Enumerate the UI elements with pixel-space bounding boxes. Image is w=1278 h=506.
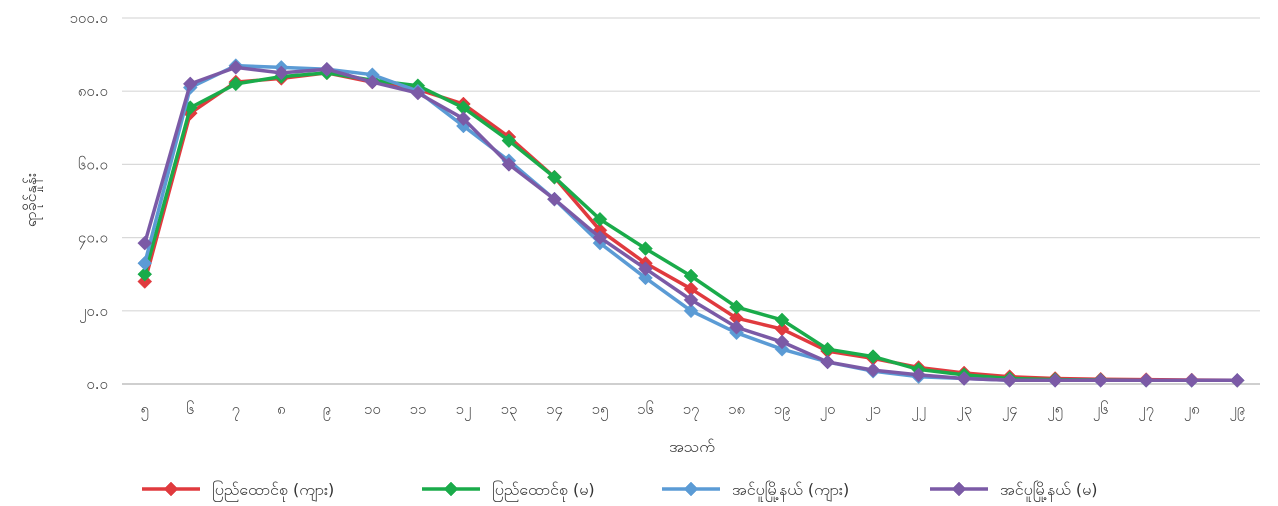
- data-point: [774, 334, 790, 350]
- data-point: [547, 191, 562, 207]
- x-tick-label: ၂၆: [1093, 400, 1109, 421]
- legend-label: အင်ပူမြို့နယ် (မ): [1000, 480, 1098, 502]
- legend-marker: [683, 481, 699, 497]
- series-4: [137, 60, 1245, 388]
- data-point: [1184, 372, 1200, 388]
- data-point: [1047, 372, 1063, 388]
- x-tick-label: ၁၀: [364, 400, 381, 418]
- data-point: [774, 312, 790, 328]
- x-tick-label: ၁၇: [683, 400, 700, 421]
- series-line: [143, 71, 1239, 383]
- data-point: [273, 65, 289, 81]
- x-tick-label: ၂၃: [956, 400, 972, 421]
- x-tick-label: ၂၀: [820, 400, 836, 421]
- x-tick-label: ၂၁: [865, 400, 881, 421]
- data-point: [683, 268, 699, 284]
- legend-marker: [443, 481, 459, 497]
- y-tick-label: ၁၀၀.၀: [69, 9, 108, 27]
- legend-label: အင်ပူမြို့နယ် (ကျား): [732, 480, 849, 502]
- x-tick-label: ၁၂: [455, 400, 471, 421]
- data-point: [137, 235, 153, 251]
- legend-item: ပြည်ထောင်စု (ကျား): [142, 480, 334, 502]
- data-point: [547, 169, 562, 185]
- x-tick-label: ၅: [141, 400, 149, 421]
- x-tick-label: ၂၉: [1229, 400, 1245, 421]
- data-point: [592, 211, 608, 227]
- data-point: [182, 76, 198, 92]
- x-tick-label: ၁၃: [500, 400, 517, 421]
- x-axis-tick-labels: ၅ ၆ ၇ ၈ ၉ ၁၀ ၁၁ ၁၂ ၁၃ ၁၄ ၁၅ ၁၆ ၁၇ ၁၈ ၁၉ ၂၀ ၂၁ ၂၂ ၂၃ ၂၄ ၂၅ ၂၆ ၂…: [141, 400, 1246, 421]
- data-point: [1138, 372, 1154, 388]
- data-point: [638, 241, 653, 256]
- data-point: [456, 111, 471, 127]
- series-lines: [137, 58, 1245, 388]
- x-tick-label: ၂၈: [1184, 400, 1200, 421]
- data-point: [956, 371, 972, 386]
- y-tick-label: ၄၀.၀: [78, 229, 108, 250]
- series-1: [137, 65, 1245, 388]
- data-point: [1229, 372, 1245, 388]
- data-point: [683, 292, 699, 308]
- series-line: [143, 71, 1239, 383]
- x-tick-label: ၉: [323, 400, 331, 421]
- data-point: [501, 133, 517, 148]
- legend-item: အင်ပူမြို့နယ် (မ): [930, 480, 1098, 502]
- data-point: [137, 255, 153, 271]
- data-point: [1002, 372, 1017, 388]
- data-point: [638, 270, 653, 286]
- data-point: [592, 230, 608, 245]
- y-tick-label: ၀.၀: [86, 375, 108, 393]
- data-point: [501, 157, 517, 172]
- x-tick-label: ၁၅: [592, 400, 609, 421]
- x-tick-label: ၂၅: [1047, 400, 1063, 421]
- x-tick-label: ၂၇: [1138, 400, 1154, 421]
- gridlines: [122, 17, 1260, 312]
- legend-label: ပြည်ထောင်စု (မ): [492, 480, 595, 502]
- x-tick-label: ၁၈: [728, 400, 745, 418]
- data-point: [137, 266, 153, 282]
- legend-label: ပြည်ထောင်စု (ကျား): [212, 480, 334, 502]
- data-point: [638, 261, 653, 277]
- x-tick-label: ၁၄: [546, 400, 563, 421]
- data-point: [228, 76, 244, 92]
- series-line: [143, 65, 1239, 383]
- legend-marker: [163, 481, 179, 497]
- y-tick-label: ၈၀.၀: [78, 82, 108, 100]
- data-point: [228, 60, 244, 75]
- x-tick-label: ၁၉: [774, 400, 791, 421]
- x-tick-label: ၇: [232, 400, 240, 421]
- legend-marker: [951, 481, 967, 497]
- data-point: [911, 367, 926, 383]
- data-point: [865, 349, 881, 364]
- legend: ပြည်ထောင်စု (ကျား) ပြည်ထောင်စု (မ) အင်ပူမြ…: [142, 480, 1098, 502]
- x-tick-label: ၂၂: [911, 400, 926, 421]
- data-point: [1093, 372, 1109, 388]
- data-point: [729, 319, 744, 335]
- data-point: [365, 74, 380, 90]
- series-line: [143, 63, 1239, 383]
- legend-item: ပြည်ထောင်စု (မ): [422, 480, 595, 502]
- x-axis-title: အသက်: [669, 437, 715, 456]
- y-axis-title: ရာခိုင်နှုန်း: [21, 173, 43, 227]
- series-2: [137, 65, 1245, 388]
- legend-item: အင်ပူမြို့နယ် (ကျား): [662, 480, 849, 502]
- x-tick-label: ၆: [186, 400, 194, 418]
- x-tick-label: ၈: [277, 400, 286, 418]
- data-point: [865, 362, 881, 378]
- y-axis-tick-labels: ၀.၀ ၂၀.၀ ၄၀.၀ ၆၀.၀ ၈၀.၀ ၁၀၀.၀: [69, 9, 108, 393]
- series-3: [137, 58, 1245, 388]
- data-point: [729, 299, 744, 315]
- y-tick-label: ၂၀.၀: [79, 302, 108, 323]
- x-tick-label: ၂၄: [1002, 400, 1018, 421]
- data-point: [820, 354, 835, 370]
- data-point: [410, 85, 426, 101]
- x-tick-label: ၁၆: [637, 400, 654, 418]
- y-tick-label: ၆၀.၀: [78, 155, 108, 173]
- data-point: [319, 61, 335, 77]
- data-point: [683, 303, 699, 319]
- x-tick-label: ၁၁: [409, 400, 426, 418]
